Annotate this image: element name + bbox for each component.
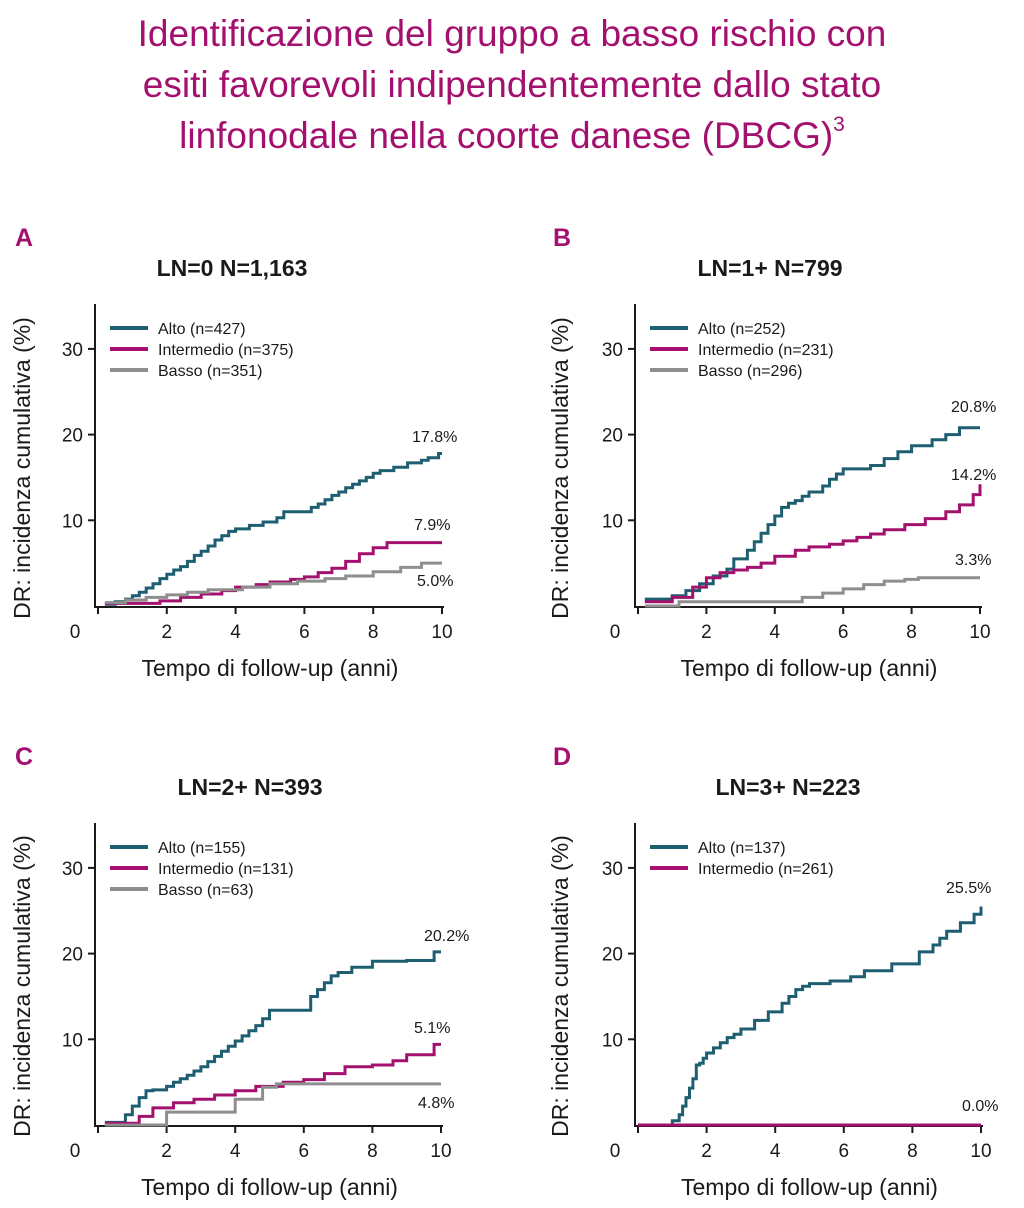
x-tick-label: 0 [70,622,81,643]
x-tick-label: 0 [610,622,621,643]
chart-panel-a: A LN=0 N=1,163 10 20 30 0 2 4 6 8 10 Tempo di follo… [9,224,457,681]
x-tick-label: 6 [299,1141,310,1162]
x-axis-label: Tempo di follow-up (anni) [681,655,938,681]
y-tick-label: 10 [62,511,83,532]
series-line [644,906,983,1127]
panel-label: A [15,224,33,252]
legend-entry: Intermedio (n=231) [698,342,834,359]
legend-entry: Intermedio (n=261) [698,861,834,878]
x-tick-label: 6 [838,622,849,643]
series-line [644,576,980,608]
legend-entry: Alto (n=137) [698,840,786,857]
x-tick-label: 10 [430,1141,451,1162]
x-tick-label: 2 [161,1141,172,1162]
end-value-label: 20.2% [424,928,469,945]
chart-panel-b: B LN=1+ N=799 10 20 30 0 2 4 6 8 10 Tempo di follow… [547,224,996,681]
x-tick-label: 6 [839,1141,850,1162]
end-value-label: 5.0% [417,573,453,590]
x-tick-label: 4 [770,622,781,643]
panel-title: LN=2+ N=393 [177,774,322,800]
y-axis-label: DR: incidenza cumulativa (%) [9,835,35,1137]
legend-entry: Intermedio (n=375) [158,342,294,359]
legend-entry: Basso (n=63) [158,882,254,899]
y-axis-label: DR: incidenza cumulativa (%) [547,317,573,619]
x-tick-label: 2 [701,622,712,643]
x-tick-label: 8 [906,622,917,643]
title-line-1: Identificazione del gruppo a basso risch… [137,13,887,54]
title-line-3: linfonodale nella coorte danese (DBCG)3 [0,110,1024,161]
end-value-label: 25.5% [946,880,991,897]
title-line-2: esiti favorevoli indipendentemente dallo… [142,64,882,105]
y-tick-label: 20 [62,426,83,447]
title-superscript: 3 [833,113,845,136]
series-line [104,950,441,1124]
legend-entry: Alto (n=252) [698,321,786,338]
y-tick-label: 20 [62,945,83,966]
end-value-label: 20.8% [951,399,996,416]
end-value-label: 4.8% [418,1095,454,1112]
x-tick-label: 10 [969,622,990,643]
y-tick-label: 10 [62,1030,83,1051]
y-tick-label: 20 [602,945,623,966]
panel-title: LN=1+ N=799 [697,255,842,281]
series-line [104,1082,441,1127]
y-tick-label: 20 [602,426,623,447]
chart-panel-d: D LN=3+ N=223 10 20 30 0 2 4 6 8 10 Tempo di follow… [547,743,998,1200]
y-axis-label: DR: incidenza cumulativa (%) [9,317,35,619]
end-value-label: 3.3% [955,552,991,569]
end-value-label: 0.0% [962,1098,998,1115]
x-tick-label: 2 [162,622,173,643]
y-tick-label: 30 [602,340,623,361]
x-axis-label: Tempo di follow-up (anni) [142,655,399,681]
x-tick-label: 10 [970,1141,991,1162]
x-tick-label: 4 [230,622,241,643]
series-line [644,426,980,601]
x-tick-label: 4 [230,1141,241,1162]
series-line [104,541,442,605]
y-axis-label: DR: incidenza cumulativa (%) [547,835,573,1137]
panel-label: B [553,224,571,252]
x-tick-label: 10 [431,622,452,643]
legend-entry: Intermedio (n=131) [158,861,294,878]
x-tick-label: 4 [770,1141,781,1162]
panel-label: D [553,743,571,771]
x-tick-label: 6 [299,622,310,643]
x-tick-label: 8 [368,622,379,643]
x-axis-label: Tempo di follow-up (anni) [141,1174,398,1200]
x-tick-label: 2 [701,1141,712,1162]
x-axis-label: Tempo di follow-up (anni) [681,1174,938,1200]
end-value-label: 5.1% [414,1020,450,1037]
x-tick-label: 0 [610,1141,621,1162]
end-value-label: 17.8% [412,429,457,446]
chart-panel-c: C LN=2+ N=393 10 20 30 0 2 4 6 8 10 Tempo di follow… [9,743,469,1200]
legend-entry: Basso (n=351) [158,363,263,380]
panel-title: LN=3+ N=223 [715,774,860,800]
legend-entry: Alto (n=427) [158,321,246,338]
title-line-3-text: linfonodale nella coorte danese (DBCG) [179,115,834,156]
legend-entry: Alto (n=155) [158,840,246,857]
y-tick-label: 10 [602,1030,623,1051]
end-value-label: 7.9% [414,517,450,534]
page-title: Identificazione del gruppo a basso risch… [0,8,1024,161]
end-value-label: 14.2% [951,467,996,484]
y-tick-label: 30 [602,859,623,880]
series-line [104,452,442,606]
y-tick-label: 10 [602,511,623,532]
y-tick-label: 30 [62,340,83,361]
series-line [644,484,982,604]
x-tick-label: 8 [907,1141,918,1162]
panel-label: C [15,743,33,771]
x-tick-label: 8 [367,1141,378,1162]
legend-entry: Basso (n=296) [698,363,803,380]
series-line [104,561,442,605]
y-tick-label: 30 [62,859,83,880]
panel-title: LN=0 N=1,163 [157,255,308,281]
x-tick-label: 0 [70,1141,81,1162]
